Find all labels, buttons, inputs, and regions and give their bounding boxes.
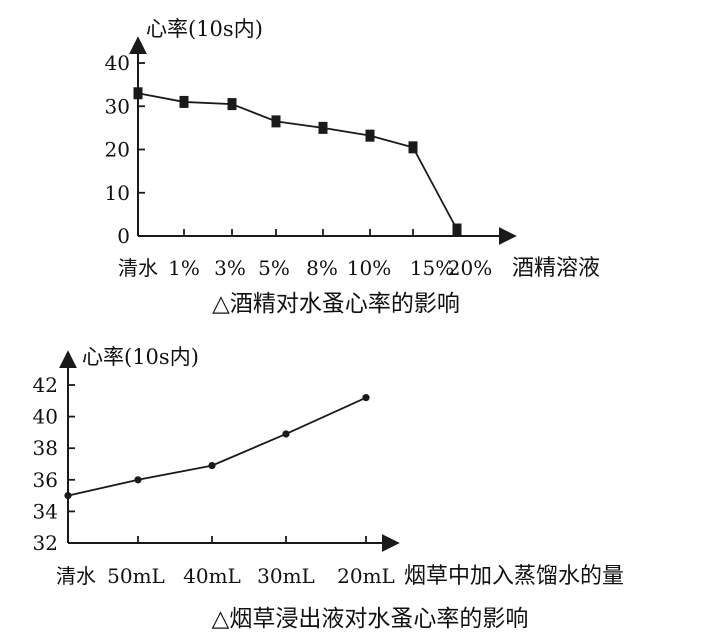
data-point xyxy=(318,121,328,134)
x-tick-label: 15% xyxy=(410,256,454,280)
x-tick-label: 3% xyxy=(214,256,246,280)
x-ticks-alcohol: 清水 1% 3% 5% 8% 10% 15%20% xyxy=(118,229,492,280)
data-point xyxy=(134,476,142,484)
y-tick-label: 10 xyxy=(105,181,130,205)
data-point xyxy=(133,87,143,100)
y-tick-label: 20 xyxy=(105,138,130,162)
x-tick-label: 20% xyxy=(448,256,492,280)
data-point xyxy=(208,461,216,470)
x-axis-title-tobacco: 烟草中加入蒸馏水的量 xyxy=(404,564,624,589)
series-alcohol xyxy=(133,87,462,236)
y-tick-label: 34 xyxy=(33,499,58,523)
x-tick-label: 8% xyxy=(306,256,338,280)
y-tick-label: 42 xyxy=(33,373,58,397)
x-tick-label: 清水 xyxy=(56,564,96,588)
y-axis-title-alcohol: 心率(10s内) xyxy=(146,17,263,41)
chart-title-tobacco: △烟草浸出液对水蚤心率的影响 xyxy=(212,606,529,632)
y-tick-label: 36 xyxy=(33,468,58,492)
y-tick-label: 30 xyxy=(105,94,130,118)
series-tobacco xyxy=(64,394,370,500)
x-axis-title-alcohol: 酒精溶液 xyxy=(512,256,600,281)
y-tick-label: 32 xyxy=(33,531,58,555)
data-point xyxy=(227,98,237,111)
y-tick-label: 0 xyxy=(117,224,130,248)
chart-alcohol: 心率(10s内) 酒精溶液 △酒精对水蚤心率的影响 0 10 20 30 40 清水 1%… xyxy=(105,17,600,317)
y-tick-label: 40 xyxy=(105,51,130,75)
x-tick-label: 40mL xyxy=(183,564,241,588)
y-axis-title-tobacco: 心率(10s内) xyxy=(82,345,199,369)
data-point xyxy=(362,394,370,402)
x-tick-label: 5% xyxy=(258,256,290,280)
y-ticks-tobacco: 32 34 36 38 40 42 xyxy=(33,373,75,555)
y-tick-label: 38 xyxy=(33,436,58,460)
series-line-alcohol xyxy=(137,92,458,230)
data-point xyxy=(64,492,72,500)
y-tick-label: 40 xyxy=(33,405,58,429)
chart-tobacco: 心率(10s内) 烟草中加入蒸馏水的量 △烟草浸出液对水蚤心率的影响 32343… xyxy=(33,345,624,632)
data-point xyxy=(179,95,189,108)
x-tick-label: 1% xyxy=(168,256,200,280)
x-tick-label: 清水 xyxy=(118,256,158,280)
data-point xyxy=(282,430,290,438)
x-tick-label: 20mL xyxy=(337,564,395,588)
data-point xyxy=(408,141,418,154)
data-point xyxy=(452,223,462,236)
x-tick-label: 10% xyxy=(347,256,391,280)
x-tick-label: 30mL xyxy=(257,564,315,588)
y-ticks-alcohol: 0 10 20 30 40 xyxy=(105,51,145,248)
x-tick-label: 50mL xyxy=(107,564,165,588)
series-line-tobacco xyxy=(67,396,367,497)
chart-title-alcohol: △酒精对水蚤心率的影响 xyxy=(212,291,460,317)
data-point xyxy=(365,129,375,142)
data-point xyxy=(271,115,281,128)
x-ticks-tobacco: 清水 50mL 40mL 30mL 20mL xyxy=(56,536,395,588)
